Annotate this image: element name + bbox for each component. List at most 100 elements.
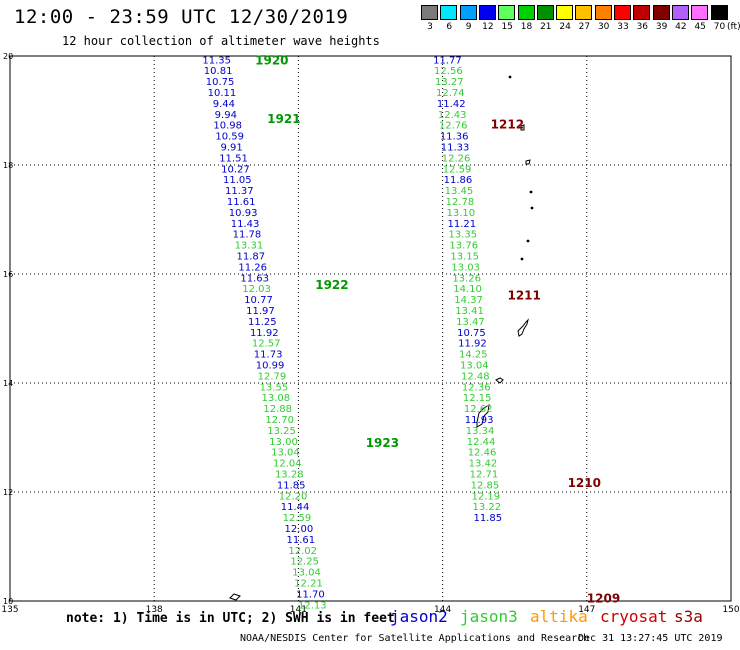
track-b-swh-value: 11.85 (473, 513, 502, 524)
track-b-swh-value: 11.42 (437, 99, 466, 110)
track-a-swh-value: 12.13 (298, 600, 327, 611)
page-subtitle: 12 hour collection of altimeter wave hei… (62, 34, 380, 48)
legend-swatch-label: 39 (655, 22, 668, 32)
legend-swatch (459, 5, 477, 20)
track-b-swh-value: 12.46 (468, 448, 497, 459)
track-b-swh-value: 13.34 (466, 426, 495, 437)
island-outline (476, 404, 490, 428)
track-b-swh-value: 13.22 (473, 502, 502, 513)
track-b-time-label: 1211 (507, 289, 540, 303)
track-b-swh-value: 11.33 (441, 142, 470, 153)
timestamp: Dec 31 13:27:45 UTC 2019 (578, 633, 723, 644)
track-a-time-label: 1920 (255, 53, 288, 67)
track-a-swh-value: 10.99 (256, 360, 285, 371)
track-a-swh-value: 12.03 (242, 284, 271, 295)
legend-swatch (478, 5, 496, 20)
island-outline (525, 159, 531, 165)
track-a-swh-value: 10.11 (208, 88, 237, 99)
track-b-swh-value: 12.48 (461, 371, 490, 382)
legend-swatch (633, 5, 651, 20)
track-a-swh-value: 11.05 (223, 175, 252, 186)
legend-swatch (671, 5, 689, 20)
legend-altika: altika (530, 607, 588, 626)
track-a-swh-value: 11.61 (286, 535, 315, 546)
lon-tick-label: 144 (434, 605, 451, 615)
legend-swatch-label: 12 (482, 22, 494, 32)
legend-swatch (575, 5, 593, 20)
island-dot (530, 206, 534, 210)
track-b-swh-value: 13.42 (469, 459, 498, 470)
track-a-swh-value: 11.35 (202, 55, 231, 66)
track-a-swh-value: 11.61 (227, 197, 256, 208)
track-a-swh-value: 12.00 (285, 524, 314, 535)
track-a-swh-value: 12.25 (290, 557, 319, 568)
lon-tick-label: 150 (722, 605, 739, 615)
track-b-swh-value: 10.75 (457, 328, 486, 339)
track-b-swh-value: 12.62 (464, 404, 493, 415)
track-b-swh-value: 11.86 (444, 175, 473, 186)
legend-swatch-label: 21 (540, 22, 552, 32)
track-a-swh-value: 10.98 (213, 121, 242, 132)
legend-swatch-label: 3 (427, 22, 433, 32)
track-b-swh-value: 14.25 (459, 350, 488, 361)
legend-swatch (594, 5, 612, 20)
track-a-time-label: 1922 (315, 278, 348, 292)
track-a-swh-value: 11.63 (240, 273, 269, 284)
track-a-swh-value: 10.77 (244, 295, 273, 306)
legend-swatch (652, 5, 670, 20)
legend-swatch (691, 5, 709, 20)
track-a-swh-value: 13.55 (260, 382, 289, 393)
track-a-swh-value: 11.87 (236, 251, 265, 262)
track-a-swh-value: 10.59 (215, 132, 244, 143)
track-b-swh-value: 12.74 (436, 88, 465, 99)
legend-swatch (498, 5, 516, 20)
track-b-swh-value: 12.43 (438, 110, 467, 121)
track-b-swh-value: 14.37 (454, 295, 483, 306)
track-b-swh-value: 12.78 (446, 197, 475, 208)
track-b-swh-value: 11.21 (448, 219, 477, 230)
legend-s3a: s3a (674, 607, 703, 626)
legend-swatch-label: 30 (597, 22, 610, 32)
track-b-swh-value: 12.71 (470, 469, 499, 480)
track-b-swh-value: 11.93 (465, 415, 494, 426)
track-b-swh-value: 11.36 (440, 132, 469, 143)
lon-tick-label: 135 (1, 605, 18, 615)
island-dot (529, 190, 533, 194)
track-b-swh-value: 13.15 (450, 251, 479, 262)
track-b-swh-value: 13.45 (445, 186, 474, 197)
track-a-swh-value: 13.25 (267, 426, 296, 437)
track-a-swh-value: 12.88 (263, 404, 292, 415)
track-b-swh-value: 13.10 (447, 208, 476, 219)
track-b-swh-value: 13.26 (452, 273, 481, 284)
lat-tick-label: 18 (3, 161, 13, 170)
track-a-swh-value: 9.91 (220, 142, 242, 153)
track-b-swh-value: 13.04 (460, 360, 489, 371)
track-a-swh-value: 11.51 (219, 153, 248, 164)
track-b-swh-value: 13.76 (449, 241, 478, 252)
lat-tick-label: 10 (3, 597, 13, 606)
track-b-time-label: 1210 (568, 476, 601, 490)
map-frame (9, 55, 732, 602)
track-b-swh-value: 12.26 (442, 153, 471, 164)
track-b-swh-value: 12.19 (472, 491, 501, 502)
footer-note: note: 1) Time is in UTC; 2) SWH is in fe… (66, 611, 395, 626)
track-a-swh-value: 11.44 (281, 502, 310, 513)
track-a-time-label: 1921 (267, 112, 300, 126)
island-outline (520, 124, 525, 131)
legend-cryosat: cryosat (600, 607, 668, 626)
track-b-swh-value: 13.27 (435, 77, 464, 88)
legend-swatch (536, 5, 554, 20)
legend-swatch-label: 27 (578, 22, 591, 32)
island-outline (517, 318, 529, 337)
track-a-swh-value: 11.73 (254, 350, 283, 361)
track-a-swh-value: 10.75 (206, 77, 235, 88)
lon-tick-label: 138 (146, 605, 163, 615)
credit-line: NOAA/NESDIS Center for Satellite Applica… (240, 633, 590, 644)
track-a-swh-value: 12.79 (258, 371, 287, 382)
track-b-swh-value: 12.44 (467, 437, 496, 448)
legend-swatch-label: 18 (520, 22, 533, 32)
track-a-swh-value: 9.44 (213, 99, 235, 110)
track-a-swh-value: 13.28 (275, 469, 304, 480)
lon-tick-label: 147 (578, 605, 595, 615)
